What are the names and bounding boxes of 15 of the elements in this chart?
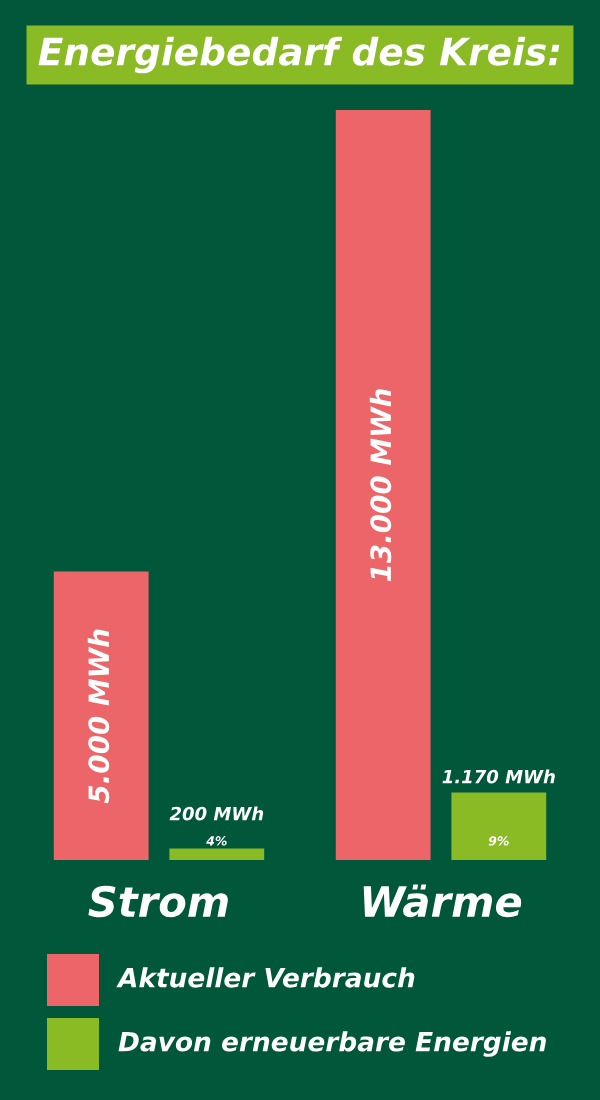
data-label: 1.170 MWh bbox=[442, 769, 555, 784]
bar bbox=[53, 571, 149, 860]
x-tick-label: Wärme bbox=[363, 884, 522, 918]
data-label: 13.000 MWh bbox=[369, 389, 392, 582]
legend-label: Aktueller Verbrauch bbox=[116, 967, 415, 988]
chart-title: Energiebedarf des Kreis: bbox=[38, 36, 560, 74]
data-label: 200 MWh bbox=[169, 806, 264, 821]
annotation: 9% bbox=[488, 836, 509, 846]
bar bbox=[169, 848, 265, 860]
x-tick-label: Strom bbox=[88, 885, 228, 918]
legend-label: Davon erneuerbare Energien bbox=[118, 1031, 546, 1057]
annotation: 4% bbox=[206, 836, 227, 846]
bar bbox=[451, 792, 547, 860]
bar bbox=[335, 110, 431, 860]
data-label: 5.000 MWh bbox=[87, 629, 110, 804]
